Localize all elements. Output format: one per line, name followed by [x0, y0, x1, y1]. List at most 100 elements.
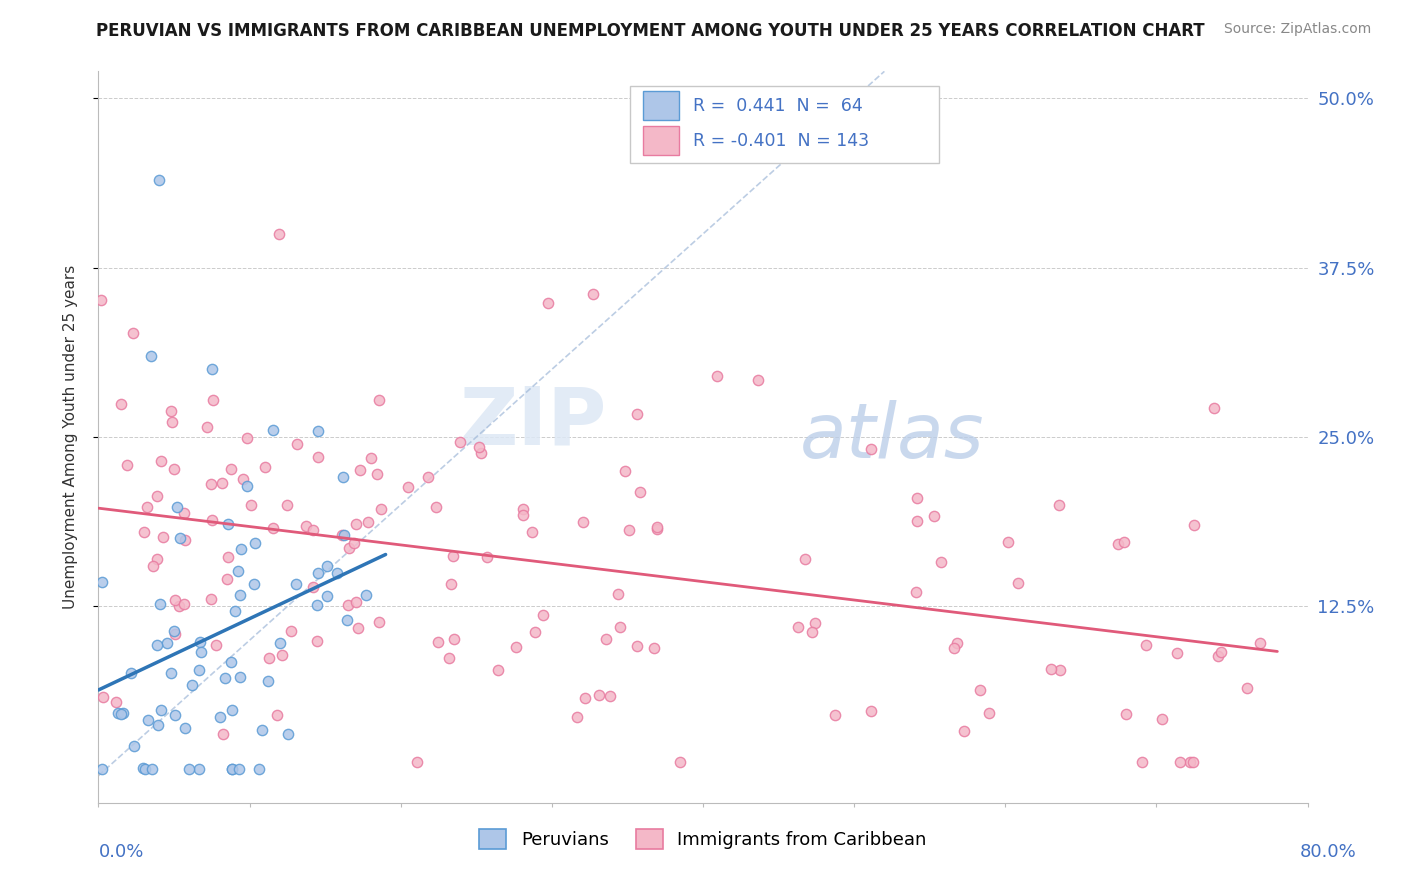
Point: [1135, 638, 1157, 652]
Point: [1152, 712, 1174, 726]
Point: [628, 485, 651, 500]
Point: [439, 651, 461, 665]
Point: [269, 636, 291, 650]
Point: [449, 434, 471, 449]
Point: [150, 703, 173, 717]
Point: [337, 541, 360, 555]
Point: [1115, 706, 1137, 721]
Point: [200, 591, 222, 606]
Text: R =  0.441  N =  64: R = 0.441 N = 64: [693, 96, 863, 115]
Point: [326, 566, 349, 580]
Point: [221, 762, 243, 776]
Point: [475, 549, 498, 564]
Point: [522, 524, 544, 539]
Point: [953, 724, 976, 739]
Point: [440, 576, 463, 591]
Point: [217, 549, 239, 564]
Point: [229, 589, 252, 603]
Point: [801, 625, 824, 640]
Point: [645, 523, 668, 537]
Point: [179, 762, 201, 776]
Text: 80.0%: 80.0%: [1301, 843, 1357, 861]
Point: [247, 762, 270, 776]
Point: [441, 549, 464, 563]
Point: [195, 420, 218, 434]
Point: [524, 624, 547, 639]
Point: [924, 508, 946, 523]
Point: [1209, 645, 1232, 659]
Point: [1182, 755, 1205, 769]
Point: [333, 527, 356, 541]
Bar: [643, 91, 679, 120]
Point: [537, 296, 560, 310]
Point: [347, 621, 370, 635]
Point: [356, 588, 378, 602]
Point: [257, 650, 280, 665]
Point: [786, 620, 808, 634]
Point: [211, 475, 233, 490]
Point: [219, 655, 242, 669]
Point: [582, 286, 605, 301]
Point: [1114, 535, 1136, 549]
Point: [160, 415, 183, 429]
Point: [148, 172, 170, 186]
Point: [221, 762, 243, 776]
Point: [120, 666, 142, 681]
Point: [141, 349, 163, 363]
Point: [607, 587, 630, 601]
Point: [367, 392, 389, 407]
Point: [617, 524, 640, 538]
Point: [110, 397, 132, 411]
Text: ZIP: ZIP: [458, 384, 606, 461]
Point: [160, 404, 183, 418]
Point: [512, 508, 534, 522]
Point: [173, 507, 195, 521]
Point: [90, 762, 112, 776]
Point: [793, 552, 815, 566]
Point: [905, 491, 928, 505]
Point: [416, 470, 439, 484]
Point: [163, 624, 186, 638]
Point: [174, 533, 197, 548]
Point: [221, 462, 243, 476]
Point: [486, 663, 509, 677]
Point: [132, 761, 155, 775]
Point: [969, 683, 991, 698]
Text: R = -0.401  N = 143: R = -0.401 N = 143: [693, 132, 869, 150]
Point: [406, 755, 429, 769]
Point: [277, 727, 299, 741]
Point: [145, 638, 167, 652]
Point: [169, 531, 191, 545]
Point: [201, 513, 224, 527]
Point: [643, 640, 665, 655]
Point: [146, 489, 169, 503]
Point: [1168, 755, 1191, 769]
Point: [360, 450, 382, 465]
Text: atlas: atlas: [800, 401, 984, 474]
Point: [166, 500, 188, 515]
Point: [208, 710, 231, 724]
Point: [215, 572, 238, 586]
Point: [149, 597, 172, 611]
Point: [943, 641, 966, 656]
Point: [156, 636, 179, 650]
Point: [200, 476, 222, 491]
Point: [307, 598, 329, 612]
Point: [256, 673, 278, 688]
Point: [285, 577, 308, 591]
Point: [427, 635, 450, 649]
Legend: Peruvians, Immigrants from Caribbean: Peruvians, Immigrants from Caribbean: [472, 822, 934, 856]
Point: [201, 392, 224, 407]
Point: [262, 423, 284, 437]
Point: [946, 636, 969, 650]
Point: [270, 648, 292, 662]
Point: [239, 498, 262, 512]
Point: [90, 575, 112, 590]
Point: [706, 368, 728, 383]
Point: [747, 373, 769, 387]
Point: [669, 755, 692, 769]
Point: [1178, 755, 1201, 769]
Point: [90, 293, 112, 308]
Point: [146, 552, 169, 566]
Point: [344, 595, 367, 609]
